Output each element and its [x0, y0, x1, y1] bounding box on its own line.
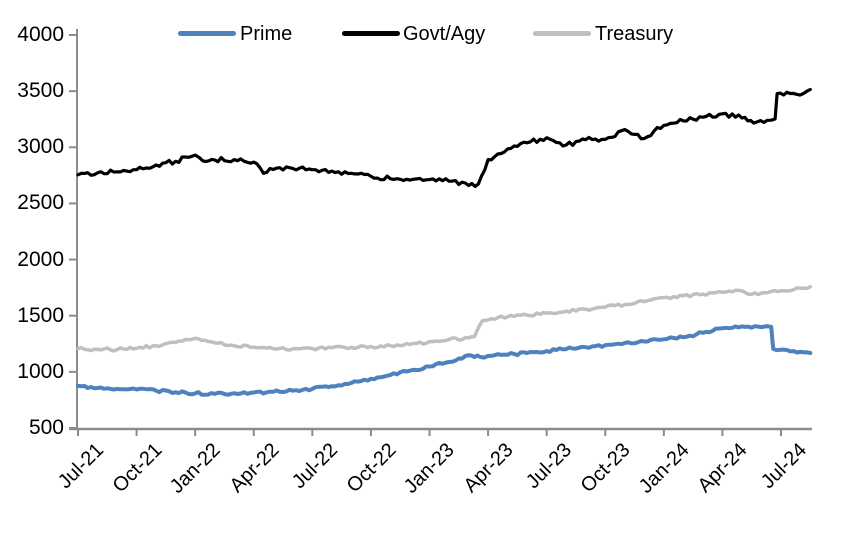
legend-swatch-prime: [178, 31, 236, 36]
legend-swatch-govt-agy: [342, 31, 400, 36]
legend-label-treasury: Treasury: [595, 23, 674, 45]
y-tick-label: 3500: [17, 79, 64, 103]
y-tick-label: 1000: [17, 359, 64, 383]
legend-swatch-treasury: [533, 31, 591, 36]
series-line-govt-agy: [76, 87, 812, 188]
y-tick-label: 3000: [17, 135, 64, 159]
legend-label-prime: Prime: [240, 23, 293, 45]
series-line-prime: [76, 324, 813, 397]
y-tick-label: 2000: [17, 247, 64, 271]
y-tick-label: 500: [28, 416, 64, 439]
series-line-treasury: [76, 284, 813, 353]
legend-label-govt-agy: Govt/Agy: [403, 23, 486, 45]
y-tick-label: 2500: [17, 191, 64, 215]
y-tick-label: 1500: [17, 303, 64, 327]
y-tick-label: 4000: [17, 23, 64, 46]
